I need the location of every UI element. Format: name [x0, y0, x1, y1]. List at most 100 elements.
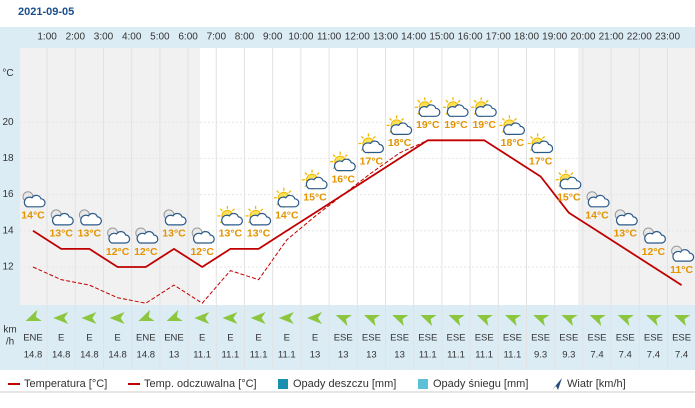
sun-ray — [372, 135, 376, 140]
wind-speed: 14.8 — [24, 350, 43, 361]
value-label: 13°C — [49, 228, 73, 240]
legend-swatch — [552, 378, 562, 390]
hour-label: 11:00 — [317, 32, 342, 43]
value-label: 19°C — [444, 119, 468, 131]
wind-speed: 14.8 — [108, 350, 127, 361]
cloud — [136, 231, 159, 244]
wind-arrow — [420, 315, 437, 327]
value-label: 17°C — [360, 155, 384, 167]
wind-speed: 11.1 — [193, 350, 211, 361]
value-label: 18°C — [501, 137, 525, 149]
hour-label: 22:00 — [627, 32, 652, 43]
wind-direction: ENE — [23, 333, 43, 344]
value-label: 14°C — [275, 210, 299, 222]
weather-icon — [135, 227, 159, 244]
cloud — [559, 176, 582, 190]
wind-arrow — [448, 315, 465, 327]
wind-arrow — [194, 312, 210, 324]
wind-direction: ESE — [559, 333, 578, 344]
weather-icon — [614, 209, 638, 226]
wind-direction: ESE — [672, 333, 691, 344]
wind-direction: ESE — [531, 333, 550, 344]
sun-ray — [360, 135, 364, 140]
hour-label: 21:00 — [599, 32, 624, 43]
value-label: 17°C — [529, 155, 553, 167]
hour-label: 23:00 — [655, 32, 680, 43]
weather-icon — [78, 209, 102, 226]
wind-arrow — [250, 312, 266, 324]
weather-icon — [273, 187, 300, 208]
hour-label: 20:00 — [570, 32, 595, 43]
wind-direction: ESE — [644, 333, 663, 344]
y-tick-label: 16 — [2, 189, 14, 200]
wind-direction: E — [199, 333, 205, 344]
weather-icon — [527, 133, 554, 154]
wind-arrow — [533, 315, 550, 327]
wind-speed: 14.8 — [80, 350, 99, 361]
cloud — [192, 231, 215, 244]
weather-icon — [163, 209, 187, 226]
sun-ray — [344, 154, 348, 158]
value-label: 13°C — [613, 228, 637, 240]
cloud — [333, 158, 356, 172]
cloud — [390, 122, 413, 136]
weather-icon — [386, 115, 413, 136]
y-tick-label: 18 — [2, 153, 14, 164]
wind-direction: ESE — [475, 333, 494, 344]
weather-icon — [586, 191, 610, 208]
sun-ray — [332, 154, 336, 158]
hour-label: 19:00 — [542, 32, 567, 43]
wind-direction: ESE — [362, 333, 381, 344]
hour-label: 3:00 — [94, 32, 114, 43]
wind-arrow — [504, 315, 522, 327]
hour-label: 9:00 — [263, 32, 283, 43]
hour-label: 5:00 — [150, 32, 170, 43]
sun-ray — [316, 172, 320, 176]
weather-icon — [22, 191, 46, 208]
wind-axis-label: /h — [6, 337, 14, 348]
wind-direction: ENE — [164, 333, 184, 344]
value-label: 14°C — [585, 210, 609, 222]
wind-axis-label: km — [3, 325, 16, 336]
wind-speed: 13 — [310, 350, 321, 361]
wind-speed: 14.8 — [52, 350, 71, 361]
wind-arrow — [617, 315, 634, 327]
hour-label: 6:00 — [178, 32, 198, 43]
wind-direction: ESE — [334, 333, 353, 344]
wind-direction: E — [58, 333, 64, 344]
sun-ray — [276, 190, 280, 194]
wind-speed: 11.1 — [419, 350, 437, 361]
hour-label: 4:00 — [122, 32, 142, 43]
cloud — [672, 249, 695, 262]
value-label: 18°C — [388, 137, 412, 149]
series-line — [32, 139, 683, 286]
sun-ray — [445, 99, 449, 103]
wind-speed: 7.4 — [647, 350, 660, 361]
wind-speed: 11.1 — [504, 350, 522, 361]
hour-label: 8:00 — [235, 32, 255, 43]
cloud — [80, 212, 102, 226]
cloud — [531, 140, 554, 154]
sun-ray — [417, 99, 421, 103]
cloud — [164, 212, 187, 226]
wind-direction: ESE — [390, 333, 409, 344]
cloud — [221, 212, 243, 226]
wind-arrow — [674, 315, 691, 327]
legend-swatch — [278, 379, 288, 389]
cloud — [305, 176, 328, 190]
wind-direction: E — [255, 333, 261, 344]
wind-direction: E — [312, 333, 318, 344]
sun-ray — [457, 99, 461, 103]
wind-arrow — [278, 312, 294, 324]
sun-ray — [231, 208, 235, 212]
wind-direction: ESE — [446, 333, 465, 344]
cloud — [362, 140, 384, 154]
weather-icon — [330, 151, 356, 172]
hour-label: 16:00 — [458, 32, 483, 43]
value-label: 12°C — [190, 246, 214, 258]
y-tick-label: 14 — [2, 225, 14, 236]
wind-arrow — [81, 312, 97, 324]
wind-speed: 13 — [169, 350, 180, 361]
weather-icon — [671, 245, 695, 262]
